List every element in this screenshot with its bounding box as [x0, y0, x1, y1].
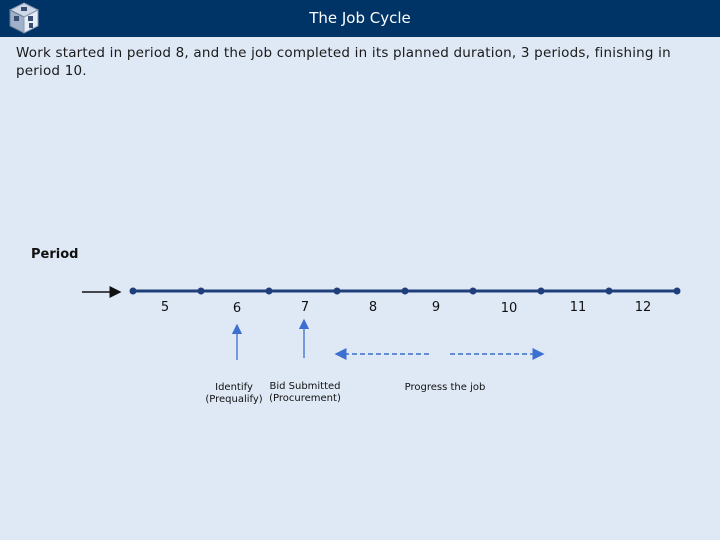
- identify-label: Identify (Prequalify): [203, 382, 265, 406]
- period-number: 12: [634, 300, 652, 315]
- tick-dot: [469, 287, 477, 295]
- tick-dot: [333, 287, 341, 295]
- procurement-text: (Procurement): [269, 393, 341, 404]
- period-number: 9: [431, 300, 441, 315]
- identify-text: Identify: [215, 382, 253, 393]
- period-number: 5: [160, 300, 170, 315]
- tick-dot: [673, 287, 681, 295]
- title-bar: The Job Cycle: [0, 0, 720, 37]
- bid-submitted-label: Bid Submitted (Procurement): [266, 381, 344, 405]
- app-cube-icon: [8, 2, 40, 34]
- slide-description: Work started in period 8, and the job co…: [16, 45, 671, 79]
- timeline-ticks: [129, 287, 681, 295]
- bid-submitted-text: Bid Submitted: [269, 381, 341, 392]
- period-number: 8: [368, 300, 378, 315]
- progress-label: Progress the job: [404, 382, 486, 393]
- prequalify-text: (Prequalify): [205, 394, 263, 405]
- period-number: 6: [232, 301, 242, 316]
- tick-dot: [401, 287, 409, 295]
- period-number: 11: [569, 300, 587, 315]
- timeline-diagram: [82, 286, 681, 360]
- period-label: Period: [31, 247, 79, 262]
- period-number: 10: [500, 301, 518, 316]
- tick-dot: [537, 287, 545, 295]
- tick-dot: [605, 287, 613, 295]
- tick-dot: [197, 287, 205, 295]
- tick-dot: [129, 287, 137, 295]
- tick-dot: [265, 287, 273, 295]
- period-number: 7: [300, 300, 310, 315]
- page-title: The Job Cycle: [309, 9, 411, 27]
